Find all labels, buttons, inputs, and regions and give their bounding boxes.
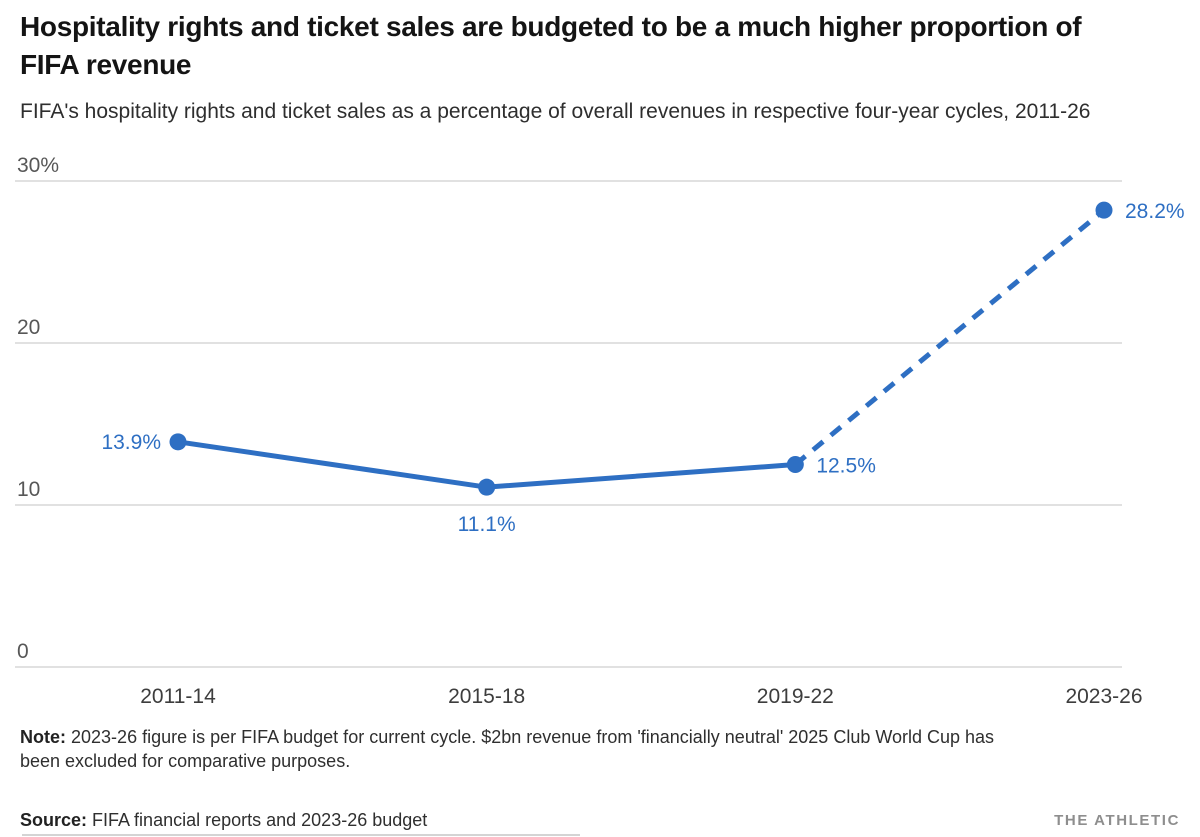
data-point-label: 28.2% <box>1125 200 1185 223</box>
note-text: 2023-26 figure is per FIFA budget for cu… <box>20 727 995 772</box>
chart-source: Source: FIFA financial reports and 2023-… <box>20 810 427 831</box>
y-axis-tick-label: 0 <box>17 640 29 663</box>
line-dashed-projected <box>793 208 1106 467</box>
footer-row: Source: FIFA financial reports and 2023-… <box>20 810 1180 831</box>
data-point <box>1095 201 1113 219</box>
data-point <box>478 478 496 496</box>
x-axis-tick-label: 2011-14 <box>140 685 216 708</box>
data-point <box>786 456 804 473</box>
y-axis-tick-label: 30% <box>17 154 59 177</box>
data-point <box>169 433 187 451</box>
chart-subtitle: FIFA's hospitality rights and ticket sal… <box>20 100 1091 124</box>
data-point-label: 13.9% <box>101 431 161 454</box>
source-label: Source: <box>20 810 88 830</box>
y-axis-tick-label: 10 <box>17 478 40 501</box>
line-chart: 0 10 20 30% 2011-14 2015-18 2019-22 2023-26 13.9… <box>15 154 1185 708</box>
x-axis-tick-label: 2023-26 <box>1065 685 1142 708</box>
data-point-label: 11.1% <box>458 513 516 536</box>
x-axis-tick-label: 2015-18 <box>448 685 525 708</box>
note-label: Note: <box>20 727 66 747</box>
data-point-label: 12.5% <box>816 455 876 478</box>
source-underline <box>22 834 580 836</box>
x-axis-tick-label: 2019-22 <box>757 685 834 708</box>
chart-note: Note: 2023-26 figure is per FIFA budget … <box>20 725 1035 774</box>
source-text: FIFA financial reports and 2023-26 budge… <box>92 810 428 830</box>
y-axis-tick-label: 20 <box>17 316 40 339</box>
chart-title: Hospitality rights and ticket sales are … <box>20 11 1082 80</box>
brand-logo: THE ATHLETIC <box>1054 812 1180 829</box>
